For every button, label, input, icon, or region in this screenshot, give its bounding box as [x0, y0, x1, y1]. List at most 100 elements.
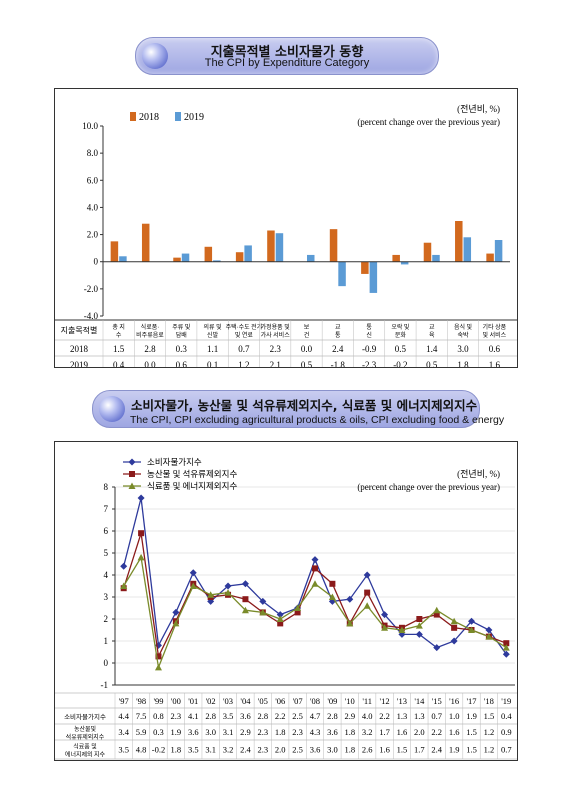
table-value: 2.9 — [240, 727, 251, 737]
x-tick-label: '14 — [414, 696, 425, 706]
table-value: 2.5 — [292, 711, 303, 721]
category-label: 통 — [335, 332, 341, 339]
table-value: 2.5 — [292, 745, 303, 755]
table-value: 0.6 — [489, 344, 501, 354]
bar-2019-5 — [275, 233, 284, 262]
bar-2018-9 — [392, 254, 400, 262]
category-label: 음식 및 — [454, 323, 473, 331]
chart2-unit-ko: (전년비, %) — [457, 469, 500, 479]
table-value: 1.3 — [414, 711, 425, 721]
category-label: 교 — [335, 324, 341, 331]
cpi-point — [120, 562, 128, 570]
table-value: 4.4 — [118, 711, 129, 721]
table-value: 1.1 — [207, 344, 218, 354]
cpi-point — [468, 617, 476, 625]
table-value: 0.4 — [113, 360, 125, 367]
bar-2019-9 — [400, 261, 409, 265]
y-tick-label: 2.0 — [87, 230, 99, 240]
series-line-2 — [123, 555, 507, 670]
table-header-label: 지출목적별 — [61, 325, 98, 335]
table-value: 1.2 — [238, 360, 249, 367]
legend-marker — [128, 458, 136, 466]
legend-2018-swatch — [130, 112, 136, 121]
category-label: 식료품· — [141, 323, 160, 331]
bar-2019-10 — [432, 254, 440, 262]
category-label: 담배 — [176, 331, 187, 339]
exag-point — [329, 580, 336, 587]
y-tick-label: 0 — [104, 658, 109, 668]
category-label: 및 연료 — [235, 331, 254, 339]
cpi-point — [137, 494, 145, 502]
x-tick-label: '16 — [449, 696, 459, 706]
category-label: 건 — [304, 331, 310, 339]
bar-chart-panel: 10.0 8.0 6.0 4.0 2.0 0 -2.0 -4.0 2018 2019 (전년비… — [54, 88, 518, 373]
exfood-point — [276, 615, 284, 622]
y-tick-label: 4.0 — [87, 202, 99, 212]
exag-point — [503, 640, 510, 647]
table-value: 0.8 — [153, 711, 164, 721]
table-value: 3.4 — [118, 727, 129, 737]
chart1-unit-en: (percent change over the previous year) — [357, 117, 500, 127]
category-label: 교 — [429, 324, 435, 331]
table-value: 3.6 — [188, 727, 199, 737]
table-value: -0.2 — [393, 360, 407, 367]
cpi-point — [311, 556, 319, 564]
table-value: 1.8 — [275, 727, 286, 737]
y-tick-label: 0 — [94, 257, 99, 267]
table-value: 2.4 — [332, 344, 344, 354]
table-value: 1.9 — [171, 727, 182, 737]
table-value: 2.3 — [171, 711, 182, 721]
table-value: 2.4 — [240, 745, 251, 755]
category-label: 비주류음료 — [136, 331, 164, 339]
cpi-point — [259, 597, 267, 605]
y-tick-label: 2 — [104, 614, 109, 624]
exfood-point — [294, 604, 302, 611]
table-value: 1.3 — [397, 711, 408, 721]
cpi-point — [485, 626, 493, 634]
cpi-point — [363, 571, 371, 579]
table-value: 4.3 — [310, 727, 321, 737]
x-tick-label: '05 — [258, 696, 268, 706]
section2-title-ko: 소비자물가, 농산물 및 석유류제외지수, 식료품 및 에너지제외지수 — [131, 398, 478, 413]
section2-banner: 소비자물가, 농산물 및 석유류제외지수, 식료품 및 에너지제외지수 — [92, 390, 480, 428]
exfood-point — [241, 606, 249, 614]
legend-marker — [128, 482, 136, 489]
exfood-point — [415, 622, 423, 629]
table-value: 1.6 — [449, 727, 460, 737]
table-value: 3.1 — [205, 745, 216, 755]
table-value: 4.1 — [188, 711, 199, 721]
table-value: 1.6 — [379, 745, 390, 755]
table-value: 3.2 — [223, 745, 234, 755]
exfood-point — [259, 608, 267, 616]
table-value: 3.2 — [362, 727, 373, 737]
y-tick-label: -2.0 — [84, 284, 99, 294]
table-value: 0.7 — [501, 745, 512, 755]
y-tick-label: 10.0 — [82, 121, 98, 131]
table-value: 0.6 — [176, 360, 188, 367]
bar-2018-10 — [423, 242, 432, 262]
x-tick-label: '03 — [223, 696, 233, 706]
table-value: 1.5 — [113, 344, 125, 354]
table-value: 1.6 — [489, 360, 501, 367]
exfood-point — [346, 619, 354, 627]
exfood-point — [120, 582, 128, 589]
bar-2018-4 — [235, 252, 244, 262]
table-value: 1.6 — [397, 727, 408, 737]
exfood-point — [502, 644, 510, 651]
exag-point — [155, 653, 162, 660]
table-value: 1.9 — [449, 745, 460, 755]
table-row-label: 2019 — [70, 360, 89, 367]
table-value: 4.7 — [310, 711, 321, 721]
y-tick-label: 1 — [104, 636, 109, 646]
table-value: 2.3 — [258, 745, 269, 755]
x-tick-label: '97 — [119, 696, 129, 706]
table-value: -2.3 — [362, 360, 377, 367]
series-line-0 — [123, 497, 507, 655]
category-label: 문화 — [395, 332, 407, 339]
table-value: 3.0 — [205, 727, 216, 737]
bar-2019-0 — [119, 256, 127, 262]
x-tick-label: '06 — [275, 696, 285, 706]
cpi-point — [241, 580, 249, 588]
x-tick-label: '07 — [293, 696, 303, 706]
table-value: 1.8 — [457, 360, 469, 367]
